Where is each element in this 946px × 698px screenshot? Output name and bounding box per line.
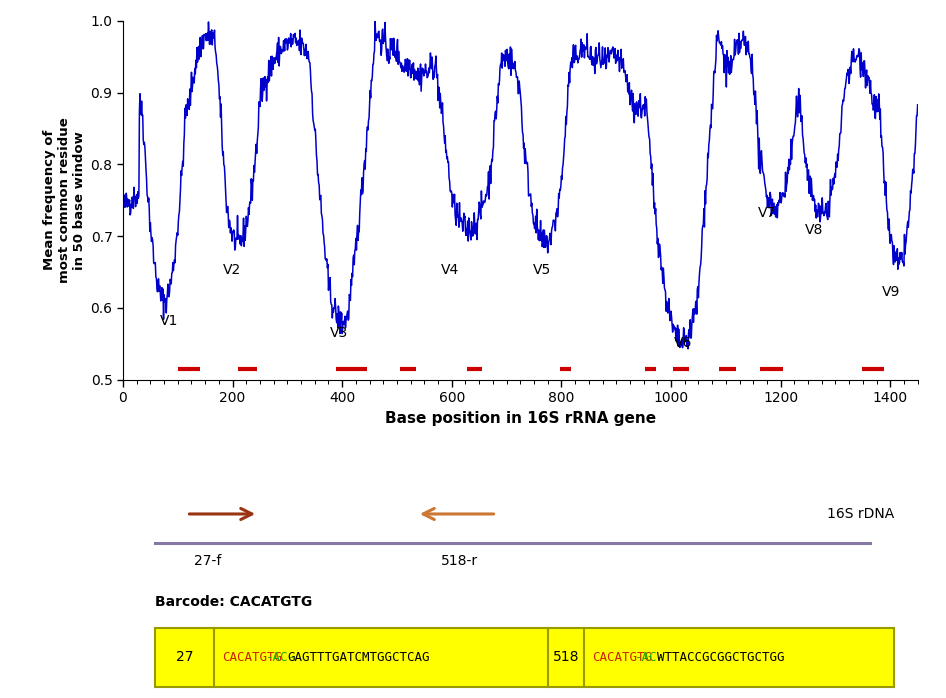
- Text: V8: V8: [805, 223, 824, 237]
- Text: V7: V7: [758, 206, 776, 220]
- Text: CACATGTG: CACATGTG: [222, 651, 282, 664]
- Text: V4: V4: [441, 263, 459, 277]
- Text: 27: 27: [176, 651, 193, 664]
- Text: 16S rDNA: 16S rDNA: [827, 507, 894, 521]
- Text: -AC-: -AC-: [266, 651, 295, 664]
- Text: V6: V6: [674, 336, 692, 350]
- Text: -AC-: -AC-: [635, 651, 665, 664]
- Text: 518: 518: [552, 651, 579, 664]
- X-axis label: Base position in 16S rRNA gene: Base position in 16S rRNA gene: [385, 411, 656, 426]
- Text: V9: V9: [882, 285, 901, 299]
- Text: V5: V5: [533, 263, 552, 277]
- Text: GAGTTTGATCMTGGCTCAG: GAGTTTGATCMTGGCTCAG: [288, 651, 429, 664]
- Text: V1: V1: [160, 313, 179, 327]
- Bar: [155, 628, 894, 687]
- Text: Barcode: CACATGTG: Barcode: CACATGTG: [155, 595, 312, 609]
- Text: CACATGTG: CACATGTG: [592, 651, 652, 664]
- Text: 27-f: 27-f: [195, 554, 222, 568]
- Text: V2: V2: [223, 263, 241, 277]
- Text: 518-r: 518-r: [441, 554, 478, 568]
- Text: V3: V3: [330, 326, 348, 340]
- Y-axis label: Mean frequency of
most common residue
in 50 base window: Mean frequency of most common residue in…: [44, 117, 86, 283]
- Text: WTTACCGCGGCTGCTGG: WTTACCGCGGCTGCTGG: [657, 651, 784, 664]
